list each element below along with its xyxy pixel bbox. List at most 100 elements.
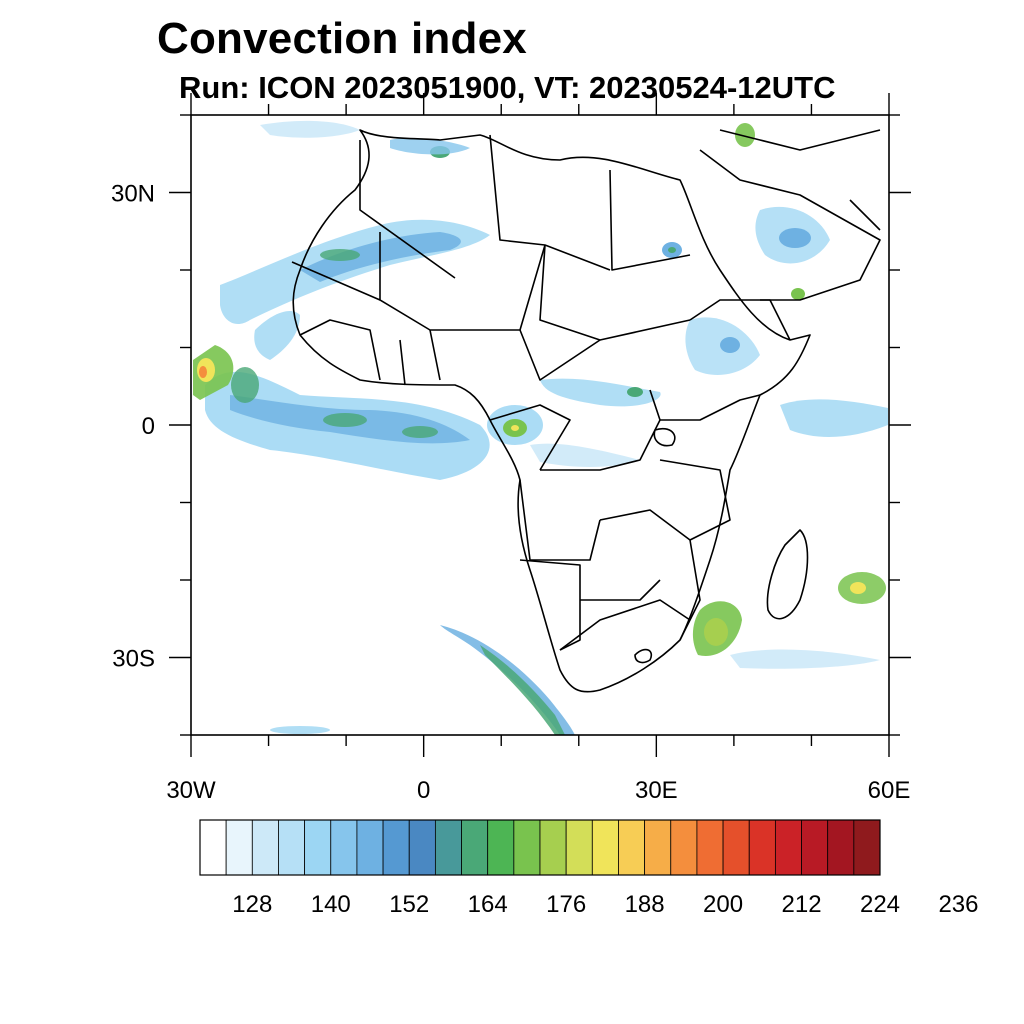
border-angola xyxy=(519,479,601,561)
colorbar-bin xyxy=(644,819,672,876)
colorbar-bin xyxy=(853,819,881,876)
convection-sahel-green xyxy=(320,249,360,261)
colorbar-bin xyxy=(225,819,253,876)
colorbar-frame xyxy=(199,819,881,876)
colorbar-bin xyxy=(618,819,646,876)
colorbar-bin xyxy=(487,819,515,876)
colorbar-bin xyxy=(330,819,358,876)
convection-caucasus xyxy=(735,123,755,147)
convection-reunion-core xyxy=(850,582,866,594)
border-westafrica-2 xyxy=(399,339,406,386)
convection-yemen xyxy=(791,288,805,300)
colorbar-label: 140 xyxy=(311,891,351,918)
colorbar-bin xyxy=(199,819,227,876)
convection-west-cell-peak xyxy=(199,366,207,378)
colorbar-bin xyxy=(696,819,724,876)
convection-frontal-band-core xyxy=(480,645,565,735)
colorbar-bin xyxy=(591,819,619,876)
convection-redsea-core xyxy=(668,247,676,253)
lon-tick-label: 0 xyxy=(417,777,430,804)
border-cameroon xyxy=(489,404,571,471)
convection-congo-peak xyxy=(511,425,519,431)
border-westafrica-1 xyxy=(299,319,381,381)
border-arabia xyxy=(699,149,881,301)
colorbar-label: 128 xyxy=(232,891,272,918)
convection-arabia-core xyxy=(779,228,811,248)
colorbar-bin xyxy=(251,819,279,876)
colorbar-bin xyxy=(722,819,750,876)
border-tanzania xyxy=(659,459,731,541)
border-iran xyxy=(849,199,881,231)
colorbar-bin xyxy=(827,819,855,876)
convection-med-east xyxy=(390,137,470,155)
colorbar-label: 200 xyxy=(703,891,743,918)
border-mozambique xyxy=(679,539,701,641)
madagascar-outline xyxy=(766,529,809,620)
colorbar-bin xyxy=(565,819,593,876)
border-ethiopia xyxy=(689,299,791,341)
convection-field-layer xyxy=(193,120,888,735)
colorbar-label: 176 xyxy=(546,891,586,918)
outline-lake-victoria xyxy=(653,427,676,447)
border-chad xyxy=(519,329,601,381)
convection-itcz-green-c xyxy=(231,367,259,403)
colorbar-label: 188 xyxy=(625,891,665,918)
colorbar-bin xyxy=(801,819,829,876)
map-axes: 30W 0 30E 60E 30N 0 30S xyxy=(111,93,911,804)
colorbar-label: 152 xyxy=(389,891,429,918)
border-kenya xyxy=(660,394,761,421)
colorbar-label: 212 xyxy=(782,891,822,918)
convection-itcz-green-a xyxy=(323,413,367,427)
lat-tick-label: 30N xyxy=(111,181,155,208)
lat-tick-label: 30S xyxy=(112,646,155,673)
border-sudan xyxy=(539,244,691,341)
border-drc xyxy=(540,389,661,471)
colorbar-bin xyxy=(461,819,489,876)
colorbar-label: 236 xyxy=(938,891,978,918)
colorbar-bin xyxy=(434,819,462,876)
colorbar-bin xyxy=(356,819,384,876)
convection-ethiopia-core xyxy=(720,337,740,353)
convection-east-congo xyxy=(530,443,640,467)
lon-tick-label: 30E xyxy=(635,777,678,804)
convection-central-band xyxy=(540,378,661,407)
convection-central-green xyxy=(627,387,643,397)
country-boundaries xyxy=(291,129,881,693)
convection-south-atlantic xyxy=(270,726,330,734)
colorbar-label: 224 xyxy=(860,891,900,918)
convection-itcz-green-b xyxy=(402,426,438,438)
lon-tick-label: 60E xyxy=(868,777,911,804)
border-namibia xyxy=(519,559,581,651)
colorbar-bin xyxy=(278,819,306,876)
convection-mediterranean xyxy=(260,120,360,138)
chart-title: Convection index xyxy=(157,14,527,63)
border-south-africa xyxy=(559,599,691,651)
colorbar-bin xyxy=(382,819,410,876)
border-algeria xyxy=(359,140,456,279)
colorbar-bin xyxy=(408,819,436,876)
border-libya xyxy=(489,134,611,271)
colorbar-label: 164 xyxy=(468,891,508,918)
border-botswana xyxy=(580,579,661,601)
border-westafrica-3 xyxy=(429,329,441,381)
convection-indian-ocean xyxy=(780,399,888,437)
border-middle-east xyxy=(719,129,881,151)
lat-tick-label: 0 xyxy=(142,413,155,440)
colorbar-bin xyxy=(513,819,541,876)
border-egypt xyxy=(609,169,691,271)
africa-coastline xyxy=(292,129,811,693)
colorbar-bin xyxy=(774,819,802,876)
border-niger xyxy=(379,244,546,331)
colorbar-bin xyxy=(670,819,698,876)
colorbar-bin xyxy=(539,819,567,876)
colorbar: 128 140 152 164 176 188 200 212 224 236 xyxy=(199,819,978,918)
convection-mozambique-core xyxy=(704,618,728,646)
chart-subtitle: Run: ICON 2023051900, VT: 20230524-12UTC xyxy=(179,70,836,105)
border-zambia xyxy=(599,509,691,541)
colorbar-bin xyxy=(304,819,332,876)
convection-south-band xyxy=(730,649,880,669)
colorbar-bin xyxy=(748,819,776,876)
convection-westafrica-coastal xyxy=(254,310,300,360)
lon-tick-label: 30W xyxy=(166,777,216,804)
